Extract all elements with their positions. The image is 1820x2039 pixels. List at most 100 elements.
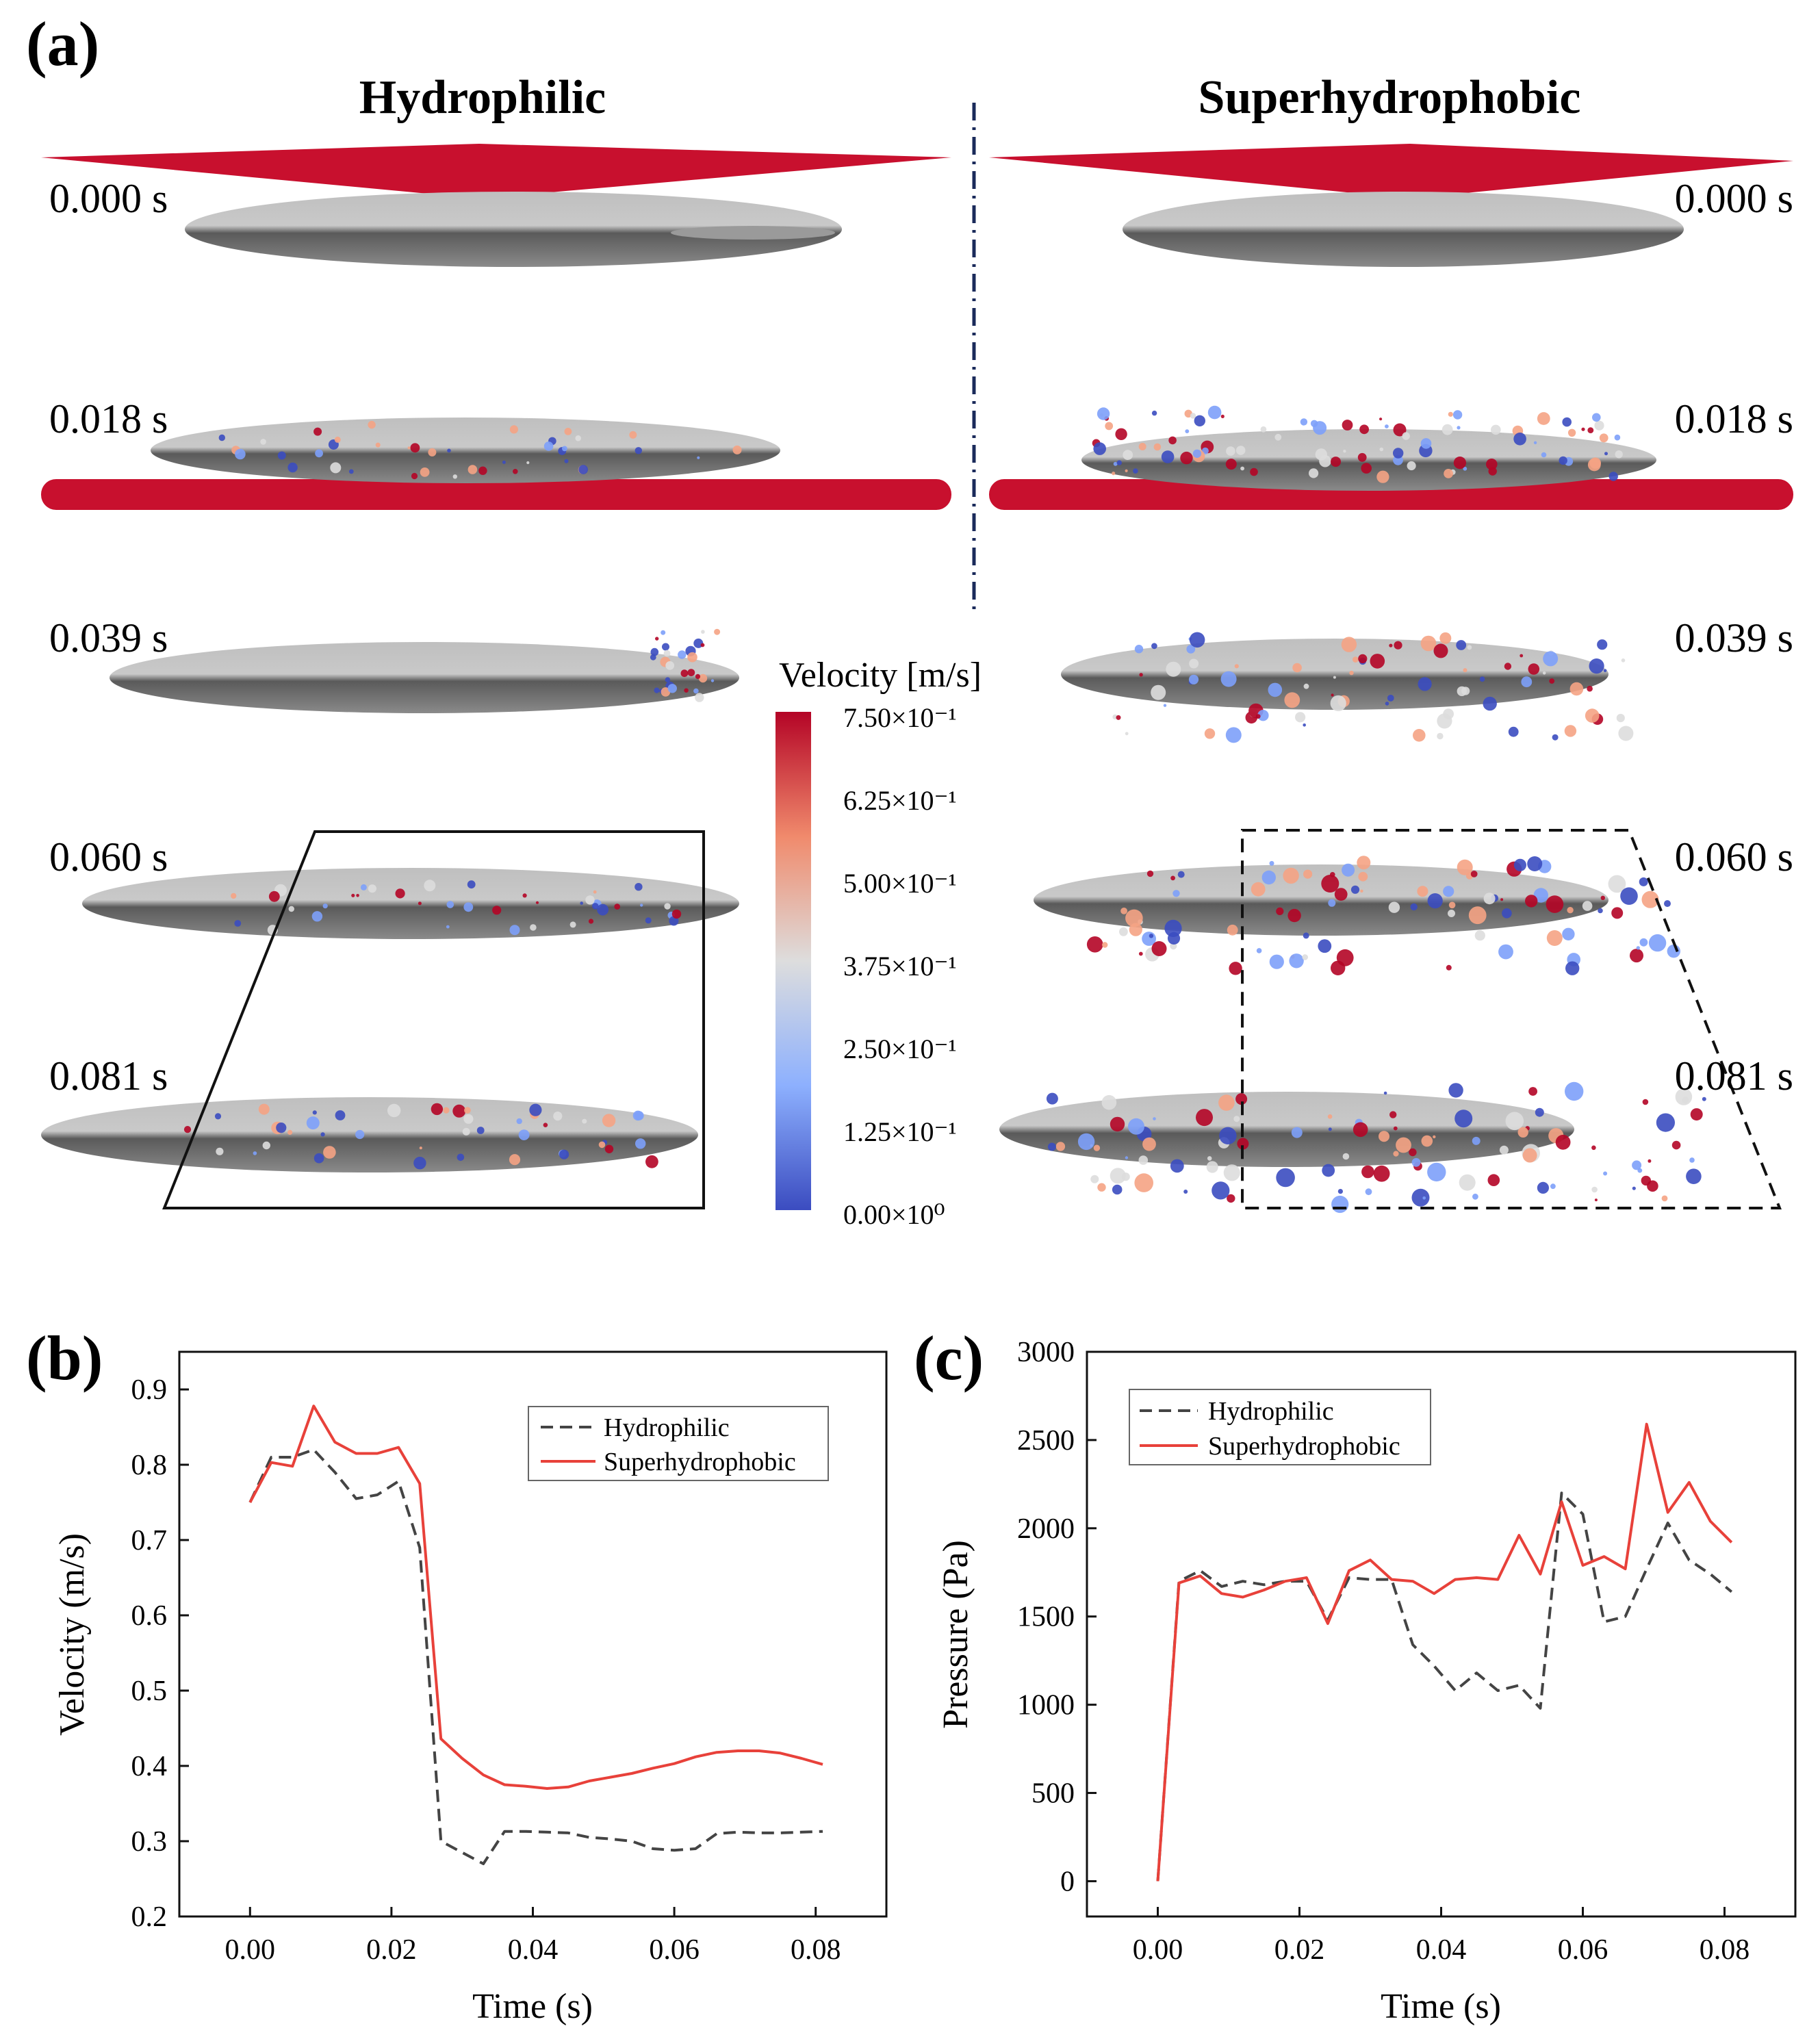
droplet-410 <box>1457 859 1473 875</box>
droplet-458 <box>1393 1151 1399 1157</box>
droplet-28 <box>407 446 411 450</box>
droplet-397 <box>1318 939 1332 953</box>
colorbar-tick-5: 1.25×10⁻¹ <box>843 1116 957 1147</box>
droplet-263 <box>1139 673 1143 677</box>
droplet-506 <box>1138 1155 1149 1165</box>
droplet-450 <box>1454 1110 1473 1128</box>
droplet-233 <box>1116 460 1123 465</box>
colorbar-tick-3: 3.75×10⁻¹ <box>843 951 957 982</box>
droplet-87 <box>395 888 405 899</box>
droplet-304 <box>1358 654 1368 664</box>
droplet-62 <box>661 687 671 697</box>
droplet-426 <box>1689 1157 1695 1163</box>
droplet-23 <box>330 462 342 474</box>
droplet-240 <box>1123 450 1133 460</box>
droplet-204 <box>1168 436 1177 445</box>
droplet-267 <box>1353 656 1359 663</box>
droplet-77 <box>356 894 359 897</box>
y-tick-label-b-7: 0.9 <box>131 1374 168 1406</box>
droplet-408 <box>1102 942 1108 948</box>
time-label-left-3: 0.060 s <box>49 834 168 880</box>
droplet-303 <box>1257 710 1269 721</box>
droplet-487 <box>1472 1136 1481 1145</box>
droplet-287 <box>1389 643 1393 647</box>
droplet-200 <box>1581 427 1585 431</box>
droplet-394 <box>1229 962 1242 975</box>
x-tick-label-b-2: 0.04 <box>508 1934 559 1966</box>
x-tick-label-b-3: 0.06 <box>649 1934 700 1966</box>
droplet-10 <box>420 467 430 477</box>
droplet-103 <box>446 901 454 908</box>
droplet-260 <box>1151 643 1157 650</box>
zoom-frame-right <box>1241 829 1782 1209</box>
droplet-222 <box>1133 468 1138 474</box>
droplet-380 <box>1600 895 1605 901</box>
fin-right-t0 <box>989 144 1793 198</box>
droplet-482 <box>1077 1133 1095 1151</box>
droplet-317 <box>1331 693 1334 697</box>
droplet-88 <box>234 920 242 927</box>
droplet-295 <box>1467 645 1472 650</box>
droplet-226 <box>1486 459 1498 470</box>
droplet-256 <box>1437 713 1452 729</box>
body-right-t1 <box>1081 429 1656 491</box>
droplet-220 <box>1491 424 1501 435</box>
zoom-frame-left <box>162 830 705 1209</box>
x-axis-label-b: Time (s) <box>472 1987 593 2026</box>
droplet-264 <box>1413 729 1426 742</box>
droplet-58 <box>687 669 695 676</box>
droplet-186 <box>1125 469 1128 473</box>
droplet-178 <box>1300 418 1308 426</box>
droplet-282 <box>1463 668 1467 673</box>
droplet-475 <box>1327 1114 1333 1119</box>
droplet-252 <box>1521 676 1533 688</box>
droplet-155 <box>1615 450 1623 459</box>
droplet-496 <box>1411 1157 1421 1167</box>
droplet-403 <box>1565 961 1580 975</box>
droplet-307 <box>1585 708 1600 723</box>
droplet-124 <box>431 1103 444 1116</box>
droplet-235 <box>1592 413 1601 422</box>
droplet-236 <box>1402 432 1410 440</box>
droplet-112 <box>312 1110 317 1115</box>
droplet-502 <box>1207 1156 1212 1161</box>
droplet-203 <box>1599 433 1608 443</box>
droplet-390 <box>1417 886 1428 897</box>
droplet-248 <box>1341 637 1357 652</box>
droplet-8 <box>260 439 266 445</box>
droplet-261 <box>1303 723 1306 727</box>
body-right-t4 <box>999 1092 1574 1167</box>
droplet-27 <box>348 469 354 474</box>
droplet-92 <box>268 890 280 902</box>
colorbar-scale <box>776 712 811 1210</box>
droplet-514 <box>1537 1181 1549 1194</box>
droplet-123 <box>355 1129 365 1140</box>
droplet-466 <box>1090 1175 1099 1183</box>
droplet-318 <box>1349 670 1354 676</box>
droplet-111 <box>320 1132 325 1137</box>
droplet-190 <box>1361 463 1372 474</box>
droplet-143 <box>306 1116 320 1130</box>
droplet-314 <box>1125 732 1129 736</box>
droplet-453 <box>1411 1188 1430 1207</box>
droplet-296 <box>1385 702 1389 706</box>
body-left-t3 <box>82 868 739 939</box>
droplet-159 <box>1138 443 1146 450</box>
droplet-72 <box>580 901 583 905</box>
droplet-467 <box>1686 1168 1702 1184</box>
y-ticks-c: 0 500 1000 1500 2000 2500 3000 <box>1017 1337 1097 1897</box>
droplet-34 <box>562 446 567 452</box>
droplet-409 <box>1151 941 1167 956</box>
droplet-376 <box>1641 890 1659 908</box>
y-tick-label-b-3: 0.5 <box>131 1676 168 1707</box>
droplet-210 <box>1587 458 1601 472</box>
droplet-340 <box>1321 875 1340 893</box>
droplet-38 <box>447 448 451 453</box>
droplet-400 <box>1448 910 1455 917</box>
droplet-324 <box>1549 678 1555 684</box>
droplet-488 <box>1142 1137 1156 1151</box>
droplet-212 <box>1541 452 1547 458</box>
droplet-469 <box>1237 1138 1249 1150</box>
droplet-341 <box>1546 930 1563 946</box>
